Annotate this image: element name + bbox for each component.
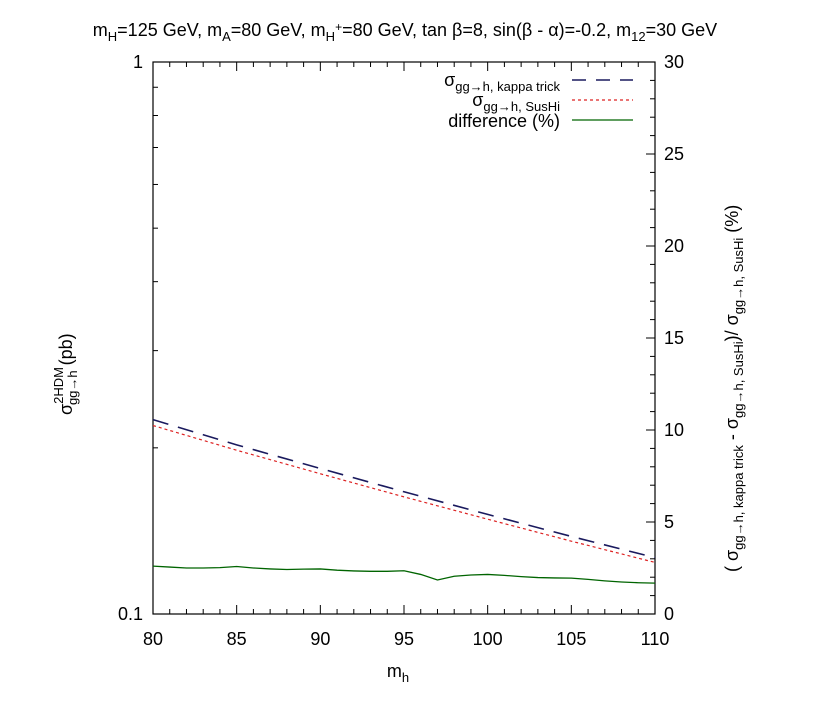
x-tick-label: 110 xyxy=(641,629,670,649)
x-tick-label: 90 xyxy=(310,629,330,649)
x-tick-label: 80 xyxy=(143,629,163,649)
x-tick-label: 85 xyxy=(227,629,247,649)
x-axis-label: mh xyxy=(387,661,409,685)
x-tick-label: 100 xyxy=(473,629,503,649)
legend-label-difference: difference (%) xyxy=(448,111,560,131)
chart-title: mH=125 GeV, mA=80 GeV, mH+=80 GeV, tan β… xyxy=(93,20,717,44)
x-tick-label: 105 xyxy=(556,629,586,649)
plot-frame xyxy=(152,61,656,615)
y2-tick-label: 25 xyxy=(664,144,684,164)
y2-tick-label: 20 xyxy=(664,236,684,256)
series-line-2 xyxy=(152,565,656,584)
y2-tick-label: 30 xyxy=(664,52,684,72)
y2-tick-label: 15 xyxy=(664,328,684,348)
y2-axis-label: ( σgg→h, kappa trick - σgg→h, SusHi)/ σg… xyxy=(722,205,746,572)
y-tick-label: 1 xyxy=(133,52,143,72)
legend: σgg→h, kappa trick σgg→h, SusHi differen… xyxy=(444,70,633,131)
series-line-1 xyxy=(152,424,656,564)
y2-tick-label: 0 xyxy=(664,604,674,624)
series-line-0 xyxy=(152,418,656,559)
y2-tick-label: 5 xyxy=(664,512,674,532)
y2-tick-label: 10 xyxy=(664,420,684,440)
x-tick-label: 95 xyxy=(394,629,414,649)
series-layer xyxy=(152,418,656,584)
y-axis-label: σ2HDMgg→h (pb) xyxy=(51,333,80,415)
y-tick-label: 0.1 xyxy=(118,604,143,624)
legend-label-sushi: σgg→h, SusHi xyxy=(472,90,560,114)
legend-label-kappa: σgg→h, kappa trick xyxy=(444,70,560,94)
